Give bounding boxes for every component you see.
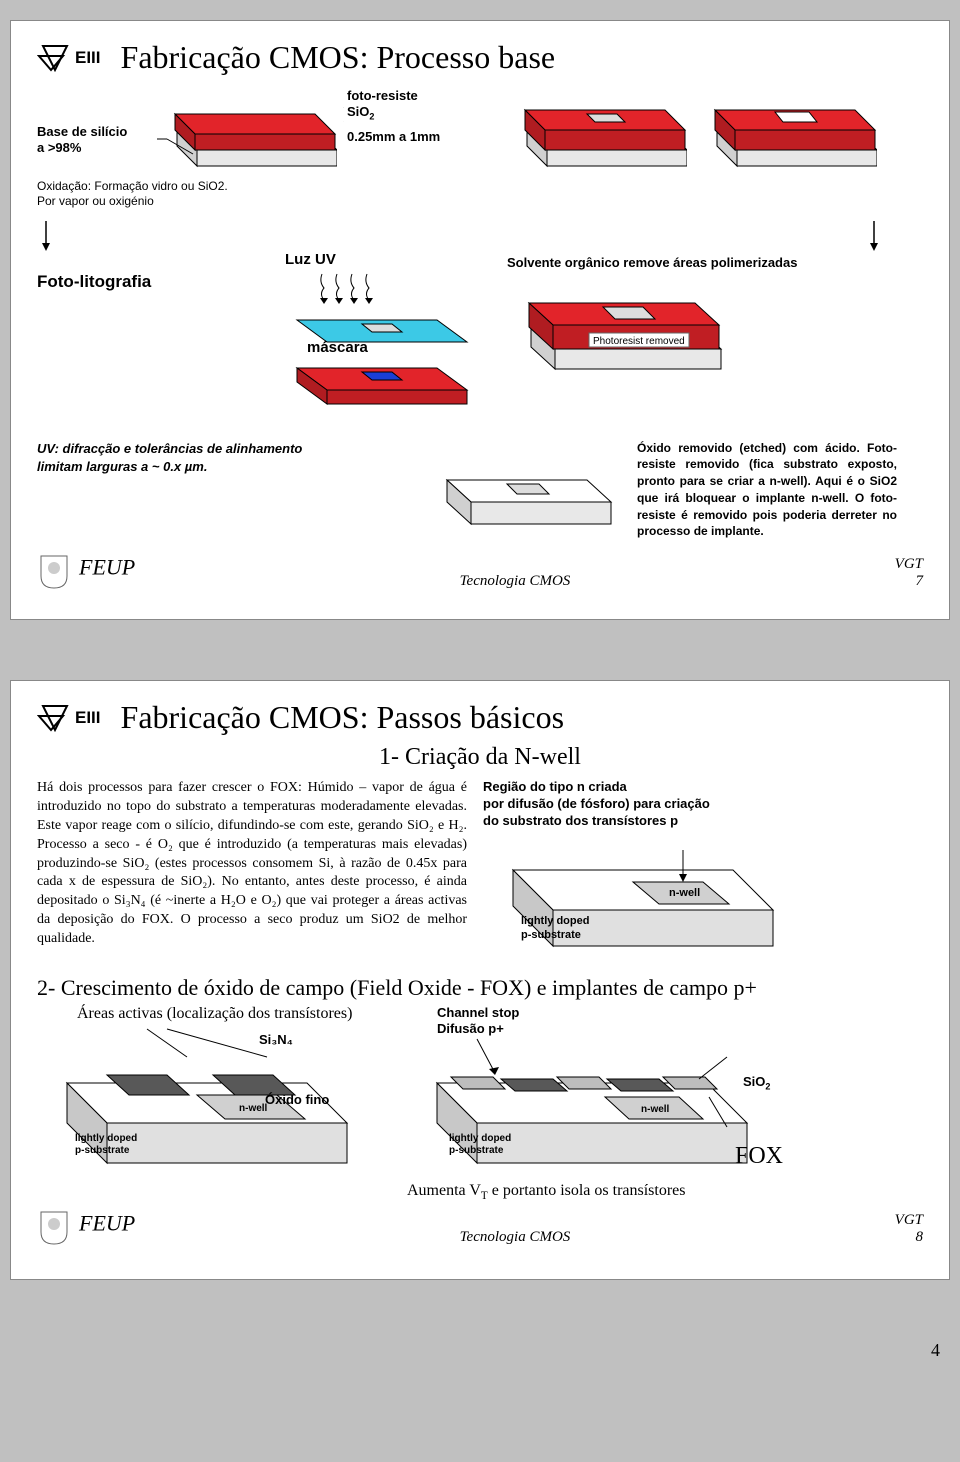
oxidacao-label: Oxidação: Formação vidro ou SiO2. Por va… — [37, 179, 347, 209]
foto-litografia-label: Foto-litografia — [37, 272, 151, 291]
base-silicio-label: Base de silício a >98% — [37, 124, 127, 157]
wafer-red-removed-1 — [697, 84, 877, 170]
fox-label: FOX — [735, 1143, 960, 1170]
uv-difraccao-note: UV: difracção e tolerâncias de alinhamen… — [37, 440, 407, 476]
slide-title-2: Fabricação CMOS: Passos básicos — [121, 699, 565, 736]
oxido-fino-label: Óxido fino — [265, 1092, 605, 1108]
photoresist-removed-label: Photoresist removed — [593, 336, 685, 347]
feup-crest-icon — [37, 1208, 71, 1246]
tech-cmos-label-2: Tecnologia CMOS — [460, 1229, 571, 1246]
vgt-label: VGT — [895, 556, 923, 572]
mascara-label: máscara — [307, 339, 368, 356]
svg-text:n-well: n-well — [641, 1104, 670, 1115]
section-2-heading: 2- Crescimento de óxido de campo (Field … — [37, 975, 923, 1001]
svg-text:lightly doped: lightly doped — [521, 915, 589, 927]
flow-arrow-down-right-icon — [865, 221, 883, 251]
slide-footer: FEUP Tecnologia CMOS VGT 7 — [37, 552, 923, 590]
wafer-photoresist-removed: Photoresist removed — [507, 277, 727, 377]
arrow-to-layers-icon — [343, 101, 383, 131]
svg-text:lightly doped: lightly doped — [75, 1133, 137, 1144]
slide-7: EIII Fabricação CMOS: Processo base Base… — [10, 20, 950, 620]
eiii-logo-icon — [37, 704, 71, 732]
eiii-badge-2: EIII — [37, 704, 101, 732]
svg-text:lightly doped: lightly doped — [449, 1133, 511, 1144]
wafer-etched — [427, 440, 617, 530]
slide-header: EIII Fabricação CMOS: Processo base — [37, 39, 923, 76]
wafer-red-with-mask-1 — [507, 84, 687, 170]
slide-title: Fabricação CMOS: Processo base — [121, 39, 556, 76]
svg-text:n-well: n-well — [239, 1103, 268, 1114]
feup-crest-icon — [37, 552, 71, 590]
svg-text:p-substrate: p-substrate — [521, 929, 581, 941]
eiii-text: EIII — [75, 48, 101, 68]
svg-text:n-well: n-well — [669, 887, 700, 899]
flow-arrow-down-left-icon — [37, 221, 55, 251]
slide-number-7: 7 — [916, 573, 924, 589]
areas-activas-label: Áreas activas (localização dos transísto… — [77, 1005, 377, 1023]
nwell-diagram-1: n-well lightly doped p-substrate — [483, 830, 783, 960]
eiii-logo-icon — [37, 44, 71, 72]
aumenta-vt-label: Aumenta VT e portanto isola os transísto… — [407, 1182, 686, 1202]
svg-text:p-substrate: p-substrate — [75, 1145, 130, 1156]
region-n-label: Região do tipo n criada por difusão (de … — [483, 779, 923, 830]
slide-8: EIII Fabricação CMOS: Passos básicos 1- … — [10, 680, 950, 1280]
section-1-heading: 1- Criação da N-well — [37, 744, 923, 771]
range-label: 0.25mm a 1mm — [347, 129, 507, 145]
eiii-badge: EIII — [37, 44, 101, 72]
etch-note: Óxido removido (etched) com ácido. Foto-… — [637, 440, 897, 541]
solvente-label: Solvente orgânico remove áreas polimeriz… — [507, 255, 923, 271]
channel-stop-label: Channel stop — [437, 1005, 519, 1020]
page-number: 4 — [10, 1340, 950, 1361]
sio2-label-2: SiO2 — [743, 1074, 960, 1093]
luz-uv-label: Luz UV — [285, 251, 336, 268]
slide-header-2: EIII Fabricação CMOS: Passos básicos — [37, 699, 923, 736]
feup-label: FEUP — [79, 555, 135, 580]
tech-cmos-label: Tecnologia CMOS — [460, 573, 571, 590]
feup-label-2: FEUP — [79, 1211, 135, 1236]
wafer-red-1 — [157, 84, 337, 170]
si3n4-label: Si₃N₄ — [259, 1032, 599, 1048]
vgt-label-2: VGT — [895, 1212, 923, 1228]
svg-text:p-substrate: p-substrate — [449, 1145, 504, 1156]
process-body-text: Há dois processos para fazer crescer o F… — [37, 779, 467, 965]
slide-number-8: 8 — [916, 1229, 924, 1245]
eiii-text: EIII — [75, 708, 101, 728]
